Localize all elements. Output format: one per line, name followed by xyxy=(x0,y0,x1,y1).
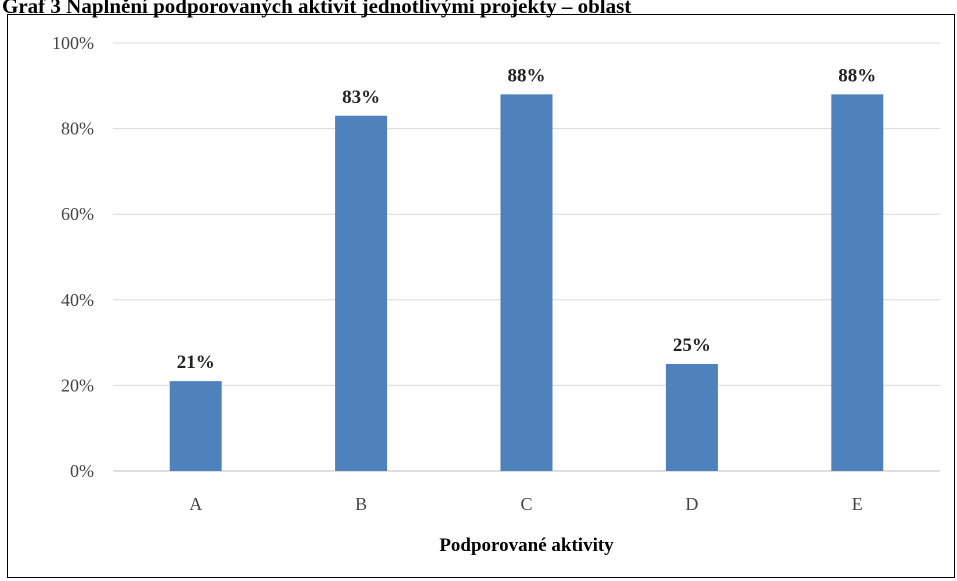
chart-frame xyxy=(7,14,955,578)
y-tick-label: 60% xyxy=(61,204,94,224)
bar xyxy=(665,364,718,471)
data-label: 88% xyxy=(838,65,876,86)
data-label: 83% xyxy=(342,87,380,108)
data-label: 21% xyxy=(177,352,215,373)
bar xyxy=(500,94,553,472)
x-tick-label: D xyxy=(685,494,698,514)
y-tick-label: 0% xyxy=(70,461,94,481)
y-tick-label: 100% xyxy=(52,33,94,53)
bar xyxy=(831,94,884,472)
data-label: 25% xyxy=(673,335,711,356)
bar xyxy=(169,381,222,471)
y-tick-label: 80% xyxy=(61,119,94,139)
x-axis-title: Podporované aktivity xyxy=(439,535,614,556)
chart-title: Graf 3 Naplnění podporovaných aktivit je… xyxy=(2,0,632,18)
x-tick-label: E xyxy=(852,494,863,514)
x-tick-label: C xyxy=(520,494,532,514)
data-label: 88% xyxy=(508,65,546,86)
bar xyxy=(335,115,388,471)
x-tick-label: A xyxy=(189,494,202,514)
y-tick-label: 20% xyxy=(61,375,94,395)
y-tick-label: 40% xyxy=(61,290,94,310)
x-tick-label: B xyxy=(355,494,367,514)
